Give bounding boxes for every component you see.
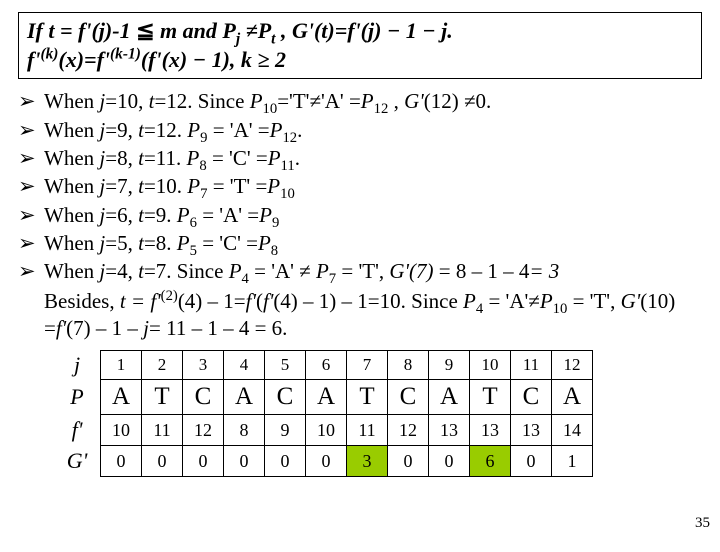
bullet-marker: ➢ (18, 87, 44, 115)
table-cell: 8 (224, 415, 265, 446)
bullet-text: When j=10, t=12. Since P10='T'≠'A' =P12 … (44, 87, 491, 115)
bullet-item: ➢When j=6, t=9. P6 = 'A' =P9 (18, 201, 702, 229)
extra-text: Besides, t = f'(2)(4) – 1=f'(f'(4) – 1) … (44, 288, 702, 343)
table-cell: C (388, 380, 429, 415)
table-cell: 6 (306, 351, 347, 380)
bullet-marker: ➢ (18, 201, 44, 229)
page-number: 35 (695, 515, 710, 532)
bullet-item: ➢When j=4, t=7. Since P4 = 'A' ≠ P7 = 'T… (18, 257, 702, 285)
bullet-marker: ➢ (18, 116, 44, 144)
bullet-text: When j=9, t=12. P9 = 'A' =P12. (44, 116, 302, 144)
table-cell: 13 (511, 415, 552, 446)
table-cell: 8 (388, 351, 429, 380)
table-cell: 6 (470, 446, 511, 477)
table-cell: 5 (265, 351, 306, 380)
table-cell: 0 (511, 446, 552, 477)
table-cell: 12 (552, 351, 593, 380)
bullet-text: When j=6, t=9. P6 = 'A' =P9 (44, 201, 279, 229)
table-cell: 3 (183, 351, 224, 380)
table-cell: 4 (224, 351, 265, 380)
table-row-label: G' (60, 446, 101, 477)
table-row-label: P (60, 380, 101, 415)
table-row-label: j (60, 351, 101, 380)
table-cell: 0 (101, 446, 142, 477)
table-cell: 12 (183, 415, 224, 446)
table-cell: 0 (306, 446, 347, 477)
table-cell: 12 (388, 415, 429, 446)
table-cell: 10 (101, 415, 142, 446)
formula-box: If t = f'(j)-1 ≦ m and Pj ≠Pt , G'(t)=f'… (18, 12, 702, 79)
table-cell: 0 (388, 446, 429, 477)
bullet-marker: ➢ (18, 144, 44, 172)
data-table: j123456789101112PATCACATCATCAf'101112891… (60, 350, 720, 477)
bullet-item: ➢When j=9, t=12. P9 = 'A' =P12. (18, 116, 702, 144)
table-cell: 0 (224, 446, 265, 477)
table-cell: 0 (429, 446, 470, 477)
table-cell: 3 (347, 446, 388, 477)
table-cell: 13 (429, 415, 470, 446)
table-cell: 0 (265, 446, 306, 477)
table-cell: 13 (470, 415, 511, 446)
table-cell: A (101, 380, 142, 415)
bullet-item: ➢When j=10, t=12. Since P10='T'≠'A' =P12… (18, 87, 702, 115)
table-cell: T (142, 380, 183, 415)
table-cell: A (552, 380, 593, 415)
table-cell: 14 (552, 415, 593, 446)
bullet-marker: ➢ (18, 257, 44, 285)
table-cell: 9 (429, 351, 470, 380)
bullet-list: ➢When j=10, t=12. Since P10='T'≠'A' =P12… (18, 87, 702, 285)
table-cell: 1 (552, 446, 593, 477)
table-cell: 2 (142, 351, 183, 380)
bullet-item: ➢When j=8, t=11. P8 = 'C' =P11. (18, 144, 702, 172)
bullet-text: When j=7, t=10. P7 = 'T' =P10 (44, 172, 295, 200)
table-cell: 1 (101, 351, 142, 380)
bullet-item: ➢When j=7, t=10. P7 = 'T' =P10 (18, 172, 702, 200)
table-cell: C (183, 380, 224, 415)
table-cell: 9 (265, 415, 306, 446)
table-cell: 11 (347, 415, 388, 446)
table-cell: 0 (142, 446, 183, 477)
table-cell: A (429, 380, 470, 415)
formula-line-2: f'(k)(x)=f'(k-1)(f'(x) − 1), k ≥ 2 (27, 46, 693, 75)
table-cell: A (306, 380, 347, 415)
table-cell: 10 (470, 351, 511, 380)
table-cell: T (470, 380, 511, 415)
table-cell: A (224, 380, 265, 415)
bullet-text: When j=5, t=8. P5 = 'C' =P8 (44, 229, 278, 257)
table-cell: 11 (511, 351, 552, 380)
table-cell: C (265, 380, 306, 415)
table-row-label: f' (60, 415, 101, 446)
bullet-text: When j=4, t=7. Since P4 = 'A' ≠ P7 = 'T'… (44, 257, 559, 285)
table-cell: 11 (142, 415, 183, 446)
formula-line-1: If t = f'(j)-1 ≦ m and Pj ≠Pt , G'(t)=f'… (27, 17, 693, 46)
bullet-marker: ➢ (18, 229, 44, 257)
table-cell: C (511, 380, 552, 415)
bullet-item: ➢When j=5, t=8. P5 = 'C' =P8 (18, 229, 702, 257)
table-cell: 0 (183, 446, 224, 477)
table-cell: 7 (347, 351, 388, 380)
table-cell: 10 (306, 415, 347, 446)
bullet-marker: ➢ (18, 172, 44, 200)
bullet-text: When j=8, t=11. P8 = 'C' =P11. (44, 144, 300, 172)
table-cell: T (347, 380, 388, 415)
